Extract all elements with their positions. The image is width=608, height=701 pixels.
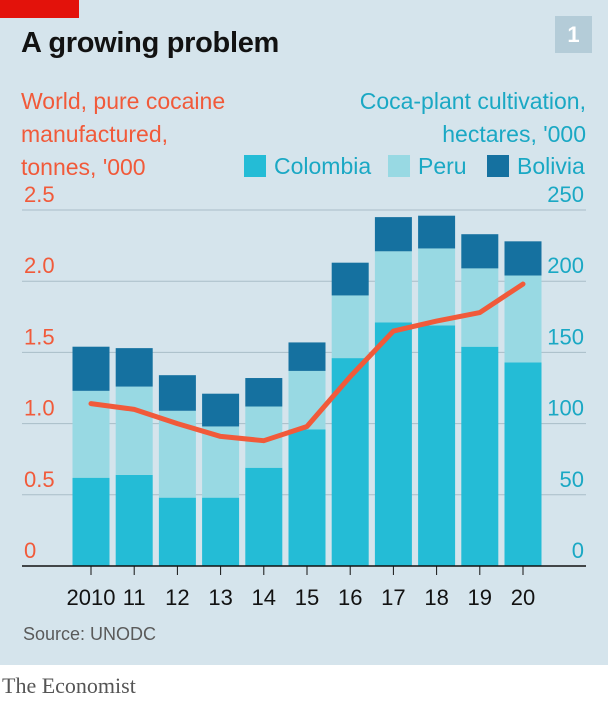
- right-tick-label: 100: [547, 396, 584, 421]
- bar-bolivia: [245, 378, 283, 407]
- bar-bolivia: [331, 262, 369, 296]
- brand-tab: [0, 0, 79, 18]
- bar-colombia: [202, 497, 240, 566]
- bar-colombia: [418, 325, 456, 566]
- bar-bolivia: [202, 393, 240, 427]
- legend-label-bolivia: Bolivia: [517, 152, 585, 179]
- legend-label-peru: Peru: [418, 152, 467, 179]
- bar-peru: [115, 386, 153, 475]
- right-axis-title-line-1: Coca-plant cultivation,: [359, 88, 586, 114]
- legend-colombia: Colombia: [244, 152, 372, 179]
- legend-swatch-peru: [388, 155, 410, 177]
- x-tick-label: 2010: [67, 585, 116, 610]
- cocaine-production-line: [88, 281, 526, 444]
- legend-label-colombia: Colombia: [274, 152, 372, 179]
- right-tick-label: 50: [560, 467, 584, 492]
- source-note: Source: UNODC: [23, 624, 157, 644]
- chart-number-badge: 1: [555, 16, 592, 53]
- bar-colombia: [245, 467, 283, 566]
- left-tick-label: 2.5: [24, 182, 55, 207]
- x-tick-label: 12: [165, 585, 189, 610]
- chart-title: A growing problem: [21, 27, 280, 59]
- left-tick-label: 2.0: [24, 253, 55, 278]
- left-axis-title-line-3: tonnes, '000: [21, 154, 146, 180]
- x-tick-label: 19: [468, 585, 492, 610]
- x-tick-label: 14: [252, 585, 276, 610]
- right-tick-label: 250: [547, 182, 584, 207]
- bar-peru: [504, 275, 542, 363]
- bar-bolivia: [461, 234, 499, 269]
- right-tick-label: 150: [547, 324, 584, 349]
- right-axis-title-line-2: hectares, '000: [442, 121, 586, 147]
- bar-colombia: [115, 474, 153, 566]
- bar-colombia: [288, 429, 326, 566]
- bar-colombia: [374, 322, 412, 566]
- bar-colombia: [461, 346, 499, 566]
- left-tick-label: 0: [24, 538, 36, 563]
- bar-bolivia: [115, 348, 153, 387]
- x-tick-label: 20: [511, 585, 535, 610]
- legend-swatch-colombia: [244, 155, 266, 177]
- left-tick-label: 1.5: [24, 324, 55, 349]
- bar-bolivia: [158, 375, 196, 411]
- x-tick-label: 16: [338, 585, 362, 610]
- chart-plot: 0 0 0.5 50 1.0 100 1.5 150 2.0 200 2.5 250 2010 11 12 1…: [22, 182, 586, 610]
- bar-bolivia: [374, 217, 412, 252]
- bar-peru: [418, 248, 456, 326]
- bar-colombia: [158, 497, 196, 566]
- x-tick-label: 11: [123, 585, 146, 610]
- x-tick-label: 17: [381, 585, 405, 610]
- bar-peru: [461, 268, 499, 347]
- bar-peru: [331, 295, 369, 359]
- bar-colombia: [504, 362, 542, 566]
- bar-colombia: [72, 477, 110, 566]
- legend-peru: Peru: [388, 152, 467, 179]
- bar-bolivia: [418, 215, 456, 249]
- x-tick-label: 15: [295, 585, 319, 610]
- left-tick-label: 0.5: [24, 467, 55, 492]
- right-tick-label: 0: [572, 538, 584, 563]
- bar-peru: [288, 370, 326, 430]
- x-tick-label: 18: [424, 585, 448, 610]
- bar-peru: [374, 251, 412, 323]
- left-tick-label: 1.0: [24, 396, 55, 421]
- legend-bolivia: Bolivia: [487, 152, 585, 179]
- bar-bolivia: [504, 241, 542, 276]
- x-tick-label: 13: [208, 585, 232, 610]
- economist-logo: The Economist: [2, 673, 136, 698]
- left-axis-title-line-2: manufactured,: [21, 121, 169, 147]
- bar-bolivia: [72, 346, 110, 391]
- right-tick-label: 200: [547, 253, 584, 278]
- left-axis-title-line-1: World, pure cocaine: [21, 88, 226, 114]
- bar-bolivia: [288, 342, 326, 371]
- legend-swatch-bolivia: [487, 155, 509, 177]
